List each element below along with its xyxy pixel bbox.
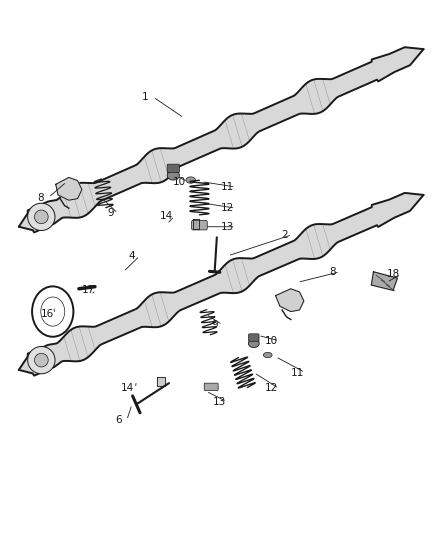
Ellipse shape <box>28 346 55 374</box>
Polygon shape <box>56 177 82 200</box>
Ellipse shape <box>263 352 272 358</box>
Text: 13: 13 <box>212 397 226 407</box>
Polygon shape <box>157 377 165 386</box>
FancyBboxPatch shape <box>204 383 218 391</box>
Text: 11: 11 <box>221 182 234 192</box>
Text: 1: 1 <box>142 92 148 102</box>
Text: 2: 2 <box>281 230 288 240</box>
Text: 9: 9 <box>107 208 113 219</box>
Text: 10: 10 <box>265 336 278 346</box>
Text: 12: 12 <box>265 383 278 393</box>
Text: 8: 8 <box>329 267 336 277</box>
Ellipse shape <box>35 353 48 367</box>
Polygon shape <box>371 272 397 290</box>
Text: 14: 14 <box>121 383 134 393</box>
Polygon shape <box>19 193 424 376</box>
Polygon shape <box>193 219 199 229</box>
Text: 17: 17 <box>82 285 95 295</box>
FancyBboxPatch shape <box>249 334 259 341</box>
FancyBboxPatch shape <box>191 220 207 230</box>
Text: 13: 13 <box>221 222 234 232</box>
Ellipse shape <box>28 203 55 230</box>
Ellipse shape <box>186 177 195 183</box>
Text: 18: 18 <box>386 270 400 279</box>
Polygon shape <box>276 289 304 312</box>
Text: 10: 10 <box>173 176 187 187</box>
Text: 12: 12 <box>221 203 234 213</box>
Ellipse shape <box>35 210 48 224</box>
Text: 16: 16 <box>40 309 54 319</box>
Text: 11: 11 <box>291 368 304 377</box>
Text: 8: 8 <box>37 192 44 203</box>
Text: 6: 6 <box>116 415 122 425</box>
FancyBboxPatch shape <box>167 164 180 173</box>
Text: 4: 4 <box>129 251 135 261</box>
Polygon shape <box>19 47 424 232</box>
Text: 9: 9 <box>212 320 218 330</box>
Ellipse shape <box>248 339 259 348</box>
Ellipse shape <box>167 171 180 180</box>
Text: 14: 14 <box>160 211 173 221</box>
